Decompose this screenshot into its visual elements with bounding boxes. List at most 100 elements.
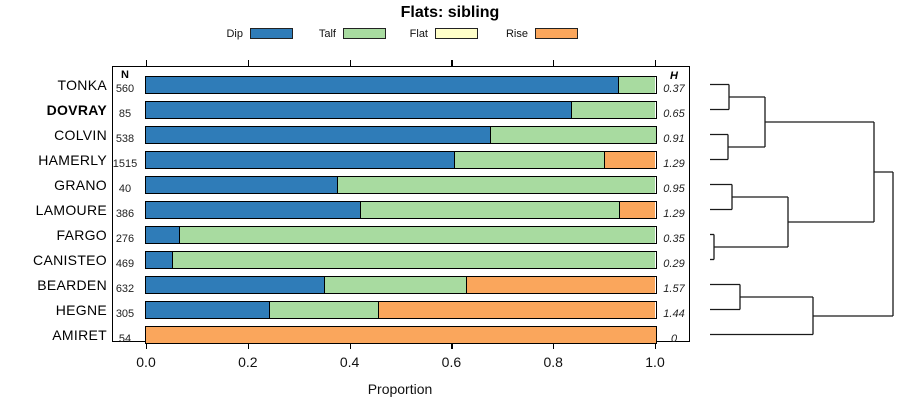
legend-label: Rise bbox=[505, 27, 528, 40]
row-label-amiret: AMIRET bbox=[52, 326, 107, 343]
bar-tonka bbox=[144, 75, 657, 94]
bar-segment-rise bbox=[604, 151, 656, 168]
axis-tick-label: 1.0 bbox=[645, 354, 665, 370]
bar-amiret bbox=[144, 325, 657, 344]
axis-tick bbox=[247, 59, 250, 67]
n-value: 305 bbox=[115, 307, 135, 320]
h-column-header: H bbox=[670, 70, 678, 82]
axis-tick bbox=[451, 342, 453, 349]
bar-segment-talf bbox=[268, 301, 378, 318]
h-value: 0.91 bbox=[663, 132, 685, 145]
row-label-hamerly: HAMERLY bbox=[38, 151, 107, 168]
n-value: 276 bbox=[115, 232, 135, 245]
bar-segment-dip bbox=[145, 101, 572, 118]
bar-segment-talf bbox=[360, 201, 620, 218]
h-value: 0.65 bbox=[663, 107, 685, 120]
bar-segment-rise bbox=[145, 326, 656, 343]
n-value: 386 bbox=[115, 207, 135, 220]
axis-tick bbox=[247, 342, 250, 349]
legend-swatch-dip-icon bbox=[250, 28, 293, 39]
chart-title: Flats: sibling bbox=[400, 4, 500, 21]
h-value: 1.29 bbox=[663, 157, 685, 170]
axis-tick-label: 0.0 bbox=[136, 354, 156, 370]
n-column-header: N bbox=[121, 69, 129, 81]
x-axis-title: Proportion bbox=[367, 381, 433, 397]
axis-tick bbox=[451, 59, 453, 67]
n-value: 469 bbox=[115, 257, 135, 270]
h-value: 0.95 bbox=[663, 182, 685, 195]
h-value: 1.44 bbox=[663, 307, 685, 320]
bar-fargo bbox=[144, 225, 657, 244]
row-label-canisteo: CANISTEO bbox=[33, 251, 107, 268]
bar-segment-talf bbox=[178, 226, 656, 243]
bar-segment-talf bbox=[489, 126, 656, 143]
n-value: 54 bbox=[118, 332, 132, 345]
bar-segment-talf bbox=[453, 151, 605, 168]
legend-item-dip: Dip bbox=[203, 27, 293, 40]
h-value: 0.37 bbox=[663, 82, 685, 95]
axis-tick bbox=[553, 342, 555, 349]
row-label-grano: GRANO bbox=[54, 176, 107, 193]
legend-swatch-rise-icon bbox=[535, 28, 578, 39]
bar-grano bbox=[144, 175, 657, 194]
n-value: 85 bbox=[118, 107, 132, 120]
bar-dovray bbox=[144, 100, 657, 119]
bar-segment-dip bbox=[145, 126, 490, 143]
n-value: 40 bbox=[118, 182, 132, 195]
h-value: 1.57 bbox=[663, 282, 685, 295]
bar-segment-rise bbox=[465, 276, 656, 293]
bar-segment-talf bbox=[618, 76, 656, 93]
bar-bearden bbox=[144, 275, 657, 294]
bar-segment-dip bbox=[145, 201, 361, 218]
h-value: 0.35 bbox=[663, 232, 685, 245]
row-label-tonka: TONKA bbox=[57, 76, 107, 93]
legend-item-talf: Talf bbox=[296, 27, 386, 40]
bar-segment-dip bbox=[145, 76, 619, 93]
row-label-colvin: COLVIN bbox=[54, 126, 107, 143]
n-value: 560 bbox=[115, 82, 135, 95]
axis-tick-label: 0.4 bbox=[339, 354, 360, 370]
bar-segment-talf bbox=[571, 101, 656, 118]
bar-colvin bbox=[144, 125, 657, 144]
bar-lamoure bbox=[144, 200, 657, 219]
axis-tick bbox=[349, 342, 351, 349]
bar-hegne bbox=[144, 300, 657, 319]
bar-segment-talf bbox=[337, 176, 656, 193]
bar-segment-rise bbox=[619, 201, 656, 218]
row-label-fargo: FARGO bbox=[56, 226, 107, 243]
bar-segment-dip bbox=[145, 176, 338, 193]
axis-tick-label: 0.8 bbox=[543, 354, 563, 370]
legend-label: Dip bbox=[226, 27, 243, 40]
bar-segment-dip bbox=[145, 226, 179, 243]
axis-tick bbox=[349, 59, 351, 67]
axis-tick bbox=[146, 59, 148, 67]
axis-tick bbox=[553, 59, 555, 67]
bar-hamerly bbox=[144, 150, 657, 169]
axis-tick bbox=[146, 342, 148, 349]
legend-swatch-talf-icon bbox=[343, 28, 386, 39]
legend-item-rise: Rise bbox=[488, 27, 578, 40]
row-label-dovray: DOVRAY bbox=[46, 101, 107, 118]
bar-segment-dip bbox=[145, 151, 454, 168]
axis-tick bbox=[655, 59, 657, 67]
n-value: 538 bbox=[115, 132, 135, 145]
bar-segment-rise bbox=[377, 301, 656, 318]
legend-label: Talf bbox=[318, 27, 336, 40]
legend-swatch-flat-icon bbox=[435, 28, 478, 39]
bar-canisteo bbox=[144, 250, 657, 269]
n-value: 1515 bbox=[112, 157, 138, 170]
bar-segment-talf bbox=[171, 251, 656, 268]
axis-tick-label: 0.2 bbox=[238, 354, 258, 370]
n-value: 632 bbox=[115, 282, 135, 295]
h-value: 0 bbox=[670, 332, 678, 345]
row-label-lamoure: LAMOURE bbox=[35, 201, 107, 218]
legend-label: Flat bbox=[409, 27, 428, 40]
axis-tick bbox=[655, 342, 657, 349]
bar-segment-dip bbox=[145, 276, 324, 293]
h-value: 1.29 bbox=[663, 207, 685, 220]
axis-tick-label: 0.6 bbox=[441, 354, 462, 370]
bar-segment-dip bbox=[145, 251, 172, 268]
h-value: 0.29 bbox=[663, 257, 685, 270]
